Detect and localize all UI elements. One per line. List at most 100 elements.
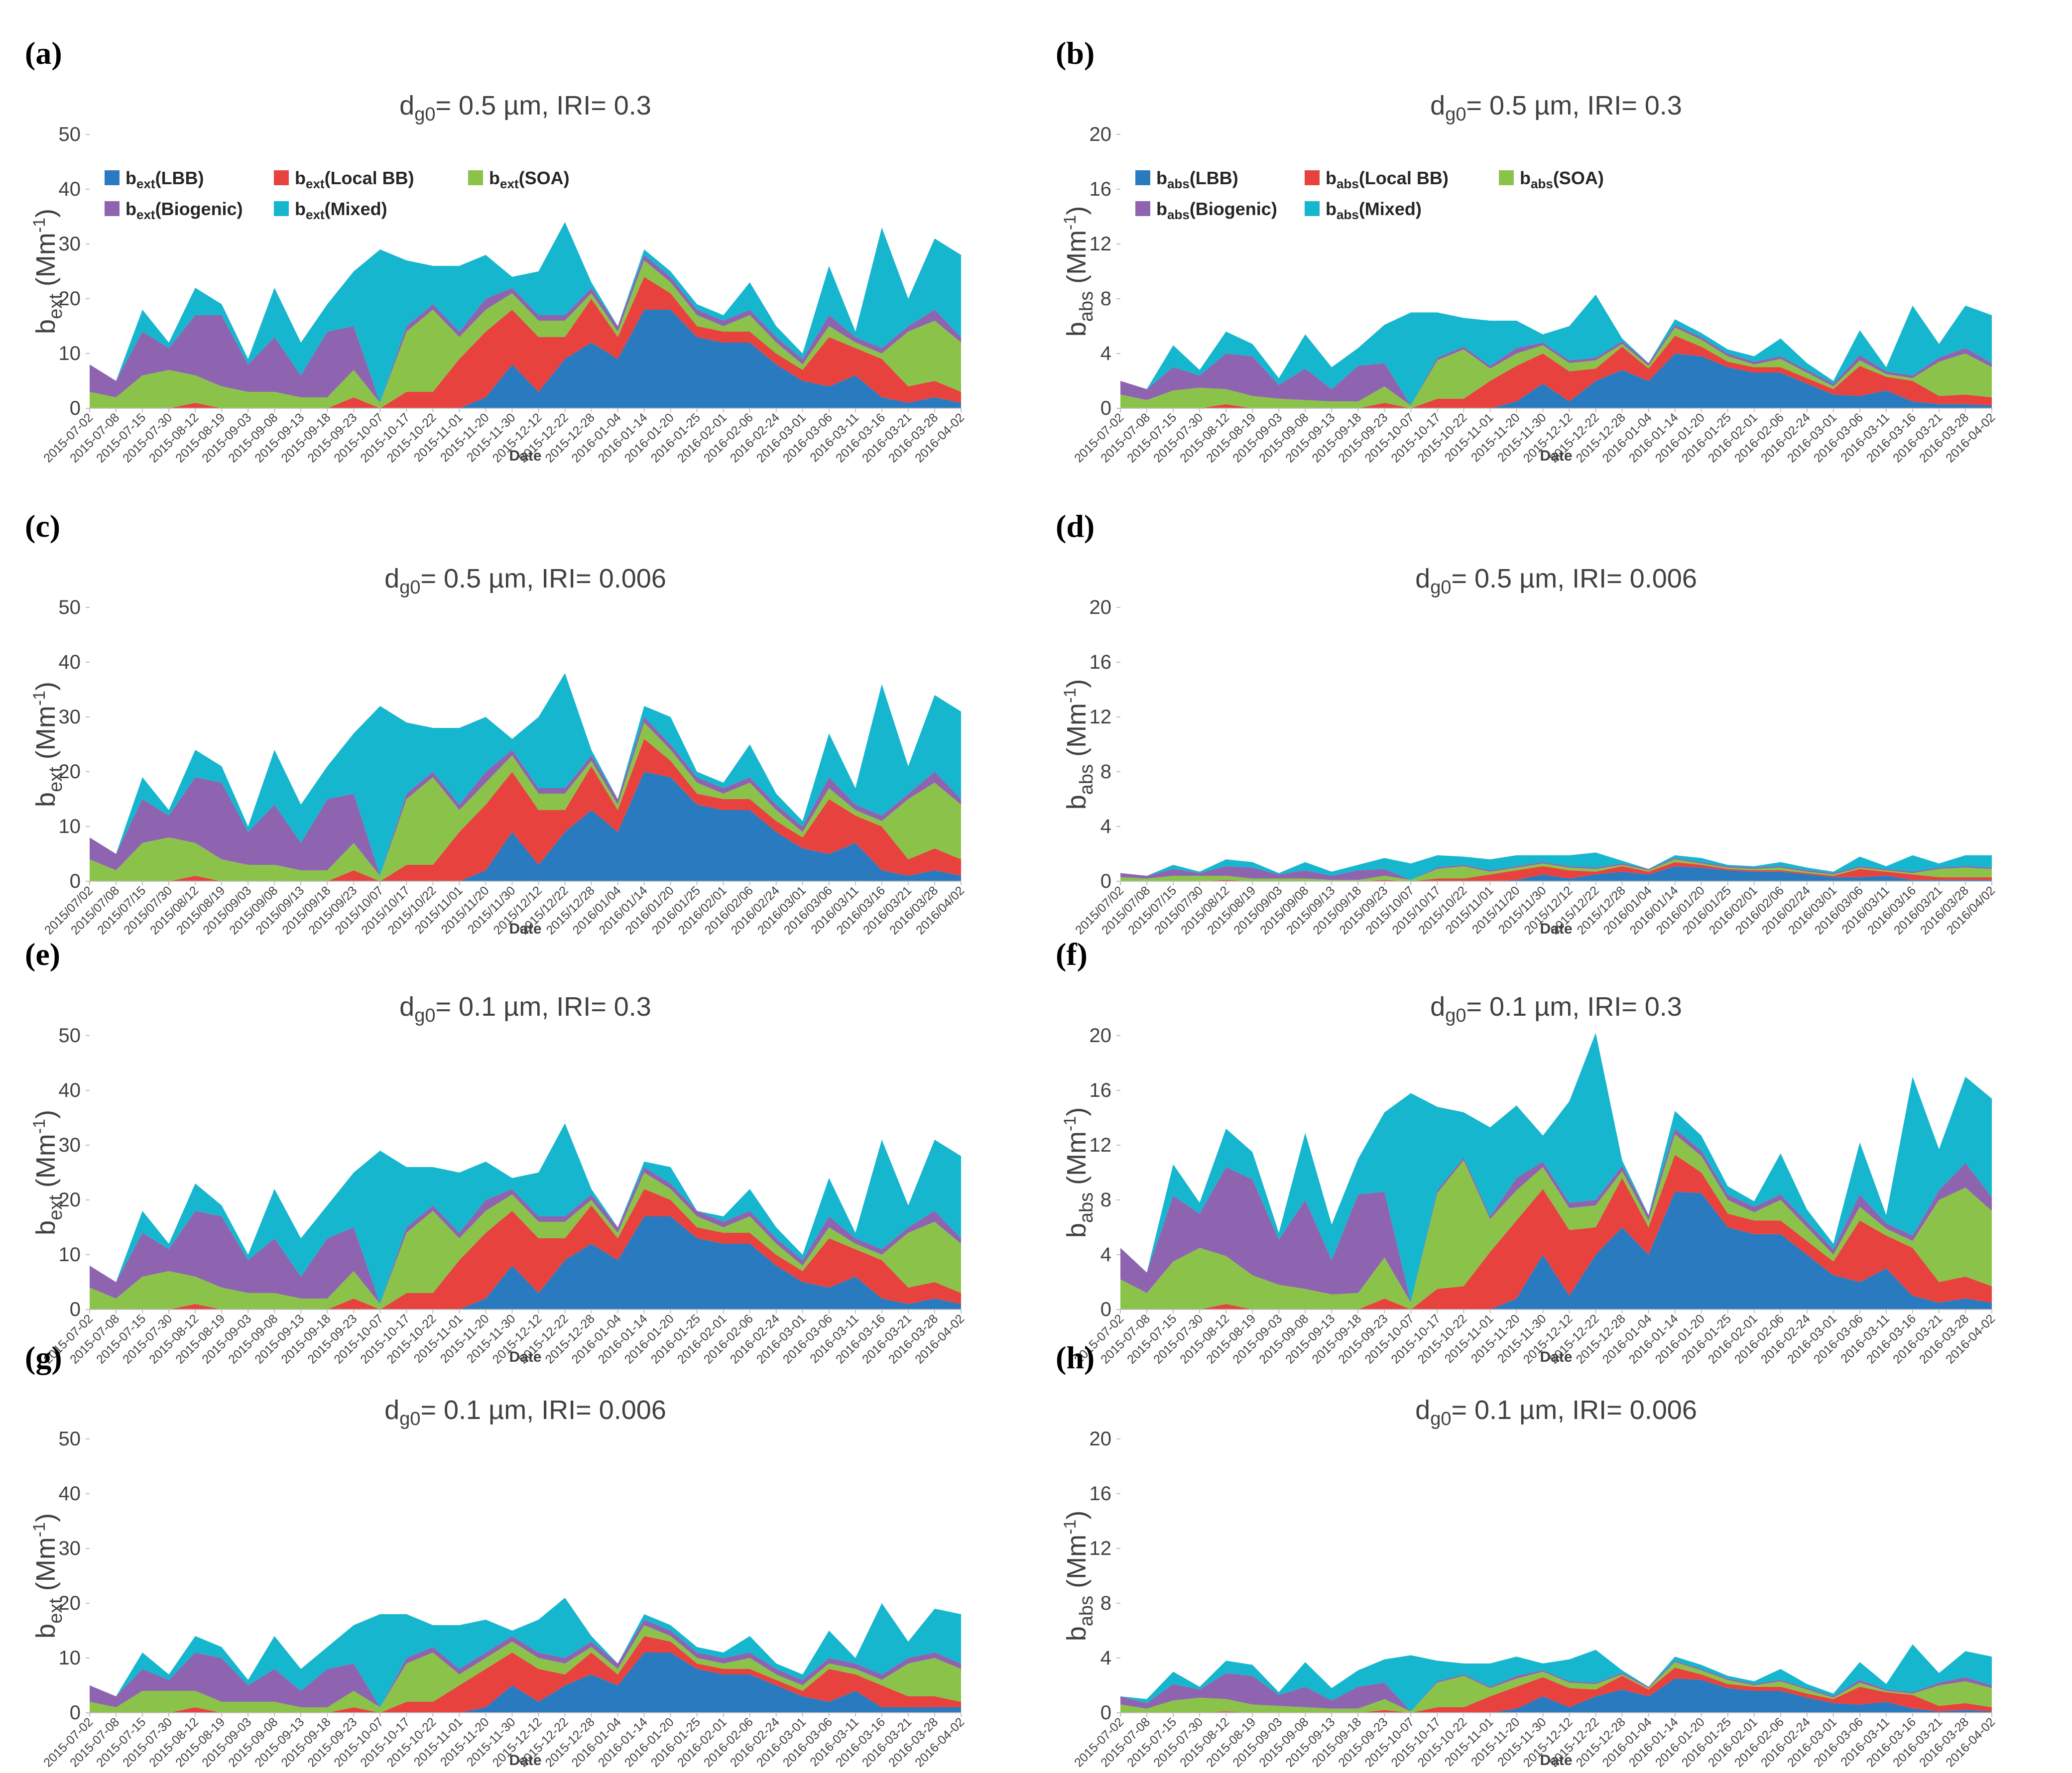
- y-tick-label: 20: [1090, 1025, 1112, 1047]
- area-biogenic: [1120, 1660, 1992, 1712]
- panel-label: (c): [25, 508, 61, 544]
- area-lbb: [90, 1653, 961, 1713]
- y-tick-label: 0: [70, 1299, 81, 1320]
- area-biogenic: [90, 255, 961, 403]
- y-tick-label: 0: [1100, 870, 1111, 892]
- panel-h: (h) dg0= 0.1 µm, IRI= 0.006 0 4 8 12 16 20 2015…: [1046, 1340, 2062, 1773]
- y-tick-label: 20: [1090, 123, 1112, 145]
- y-tick-label: 12: [1090, 706, 1112, 728]
- x-axis-label: Date: [509, 448, 541, 464]
- legend-label: bext(LBB): [125, 168, 204, 191]
- area-localbb: [1120, 1667, 1992, 1713]
- legend-label: bext(Biogenic): [125, 199, 243, 222]
- area-mixed: [90, 1598, 961, 1707]
- chart-title: dg0= 0.5 µm, IRI= 0.3: [1430, 91, 1682, 125]
- chart-title: dg0= 0.1 µm, IRI= 0.3: [399, 992, 651, 1026]
- area-soa: [1120, 327, 1992, 408]
- y-tick-label: 16: [1090, 1483, 1112, 1505]
- y-tick-label: 30: [59, 706, 81, 728]
- chart-h: dg0= 0.1 µm, IRI= 0.0060481216202015-07-…: [1061, 1395, 1998, 1770]
- y-tick-label: 50: [59, 596, 81, 618]
- area-lbb: [90, 772, 961, 881]
- y-tick-label: 30: [59, 1537, 81, 1559]
- area-mixed: [90, 222, 961, 403]
- panel-label: (a): [25, 35, 62, 71]
- chart-f: dg0= 0.1 µm, IRI= 0.30481216202015-07-02…: [1061, 992, 1998, 1367]
- area-biogenic: [90, 717, 961, 876]
- y-axis-label: bext (Mm-1): [30, 209, 66, 334]
- area-soa: [90, 260, 961, 408]
- legend-swatch: [274, 170, 289, 185]
- chart-g: dg0= 0.1 µm, IRI= 0.006010203040502015-0…: [30, 1395, 967, 1770]
- panel-label: (g): [25, 1340, 62, 1375]
- y-tick-label: 10: [59, 1647, 81, 1669]
- y-axis-label: babs (Mm-1): [1061, 1107, 1097, 1238]
- chart-title: dg0= 0.5 µm, IRI= 0.3: [399, 91, 651, 125]
- chart-title: dg0= 0.1 µm, IRI= 0.3: [1430, 992, 1682, 1026]
- chart-e: dg0= 0.1 µm, IRI= 0.3010203040502015-07-…: [30, 992, 967, 1367]
- y-tick-label: 4: [1100, 343, 1111, 364]
- x-axis-label: Date: [1540, 448, 1572, 464]
- area-mixed: [1120, 1033, 1992, 1303]
- y-tick-label: 12: [1090, 1134, 1112, 1156]
- area-biogenic: [90, 1167, 961, 1304]
- panel-g: (g) dg0= 0.1 µm, IRI= 0.006 0 10 20 30 40 50 20…: [15, 1340, 1031, 1773]
- y-tick-label: 20: [59, 288, 81, 310]
- y-tick-label: 10: [59, 343, 81, 364]
- area-lbb: [90, 310, 961, 408]
- area-lbb: [1120, 354, 1992, 408]
- y-tick-label: 30: [59, 233, 81, 255]
- y-tick-label: 20: [59, 761, 81, 783]
- area-soa: [90, 1173, 961, 1309]
- panel-label: (f): [1056, 937, 1088, 972]
- y-tick-label: 40: [59, 1483, 81, 1505]
- panel-c: (c) dg0= 0.5 µm, IRI= 0.006 0 10 20 30 40 50 20…: [15, 508, 1031, 941]
- chart-title: dg0= 0.5 µm, IRI= 0.006: [1415, 564, 1697, 598]
- y-tick-label: 0: [70, 397, 81, 419]
- chart-a: dg0= 0.5 µm, IRI= 0.3010203040502015-07-…: [30, 91, 967, 466]
- y-tick-label: 8: [1100, 1189, 1111, 1211]
- area-mixed: [90, 673, 961, 876]
- legend-swatch: [468, 170, 483, 185]
- area-biogenic: [1120, 1129, 1992, 1303]
- area-lbb: [1120, 866, 1992, 881]
- y-tick-label: 20: [59, 1189, 81, 1211]
- y-tick-label: 10: [59, 1244, 81, 1266]
- area-lbb: [90, 1216, 961, 1309]
- y-axis-label: bext (Mm-1): [30, 1513, 66, 1639]
- legend-swatch: [274, 201, 289, 216]
- y-tick-label: 40: [59, 651, 81, 673]
- area-mixed: [1120, 294, 1992, 406]
- y-tick-label: 16: [1090, 1079, 1112, 1101]
- x-axis-label: Date: [509, 921, 541, 937]
- legend-label: babs(Local BB): [1326, 168, 1449, 191]
- area-localbb: [90, 739, 961, 881]
- panel-f: (f) dg0= 0.1 µm, IRI= 0.3 0 4 8 12 16 20 2015-0…: [1046, 937, 2062, 1369]
- y-tick-label: 50: [59, 1025, 81, 1047]
- legend-swatch: [105, 170, 120, 185]
- panel-a: (a) dg0= 0.5 µm, IRI= 0.3 0 10 20 30 40 50 2015…: [15, 35, 1031, 468]
- panel-label: (d): [1056, 508, 1095, 544]
- legend-swatch: [1135, 201, 1150, 216]
- y-tick-label: 12: [1090, 233, 1112, 255]
- area-localbb: [90, 1636, 961, 1713]
- y-axis-label: bext (Mm-1): [30, 682, 66, 807]
- y-axis-label: babs (Mm-1): [1061, 206, 1097, 337]
- y-tick-label: 0: [70, 1702, 81, 1724]
- area-lbb: [1120, 1678, 1992, 1713]
- x-axis-label: Date: [1540, 1752, 1572, 1769]
- legend-label: bext(Local BB): [295, 168, 414, 191]
- y-axis-label: bext (Mm-1): [30, 1110, 66, 1235]
- panel-d: (d) dg0= 0.5 µm, IRI= 0.006 0 4 8 12 16 20 2015…: [1046, 508, 2062, 941]
- y-tick-label: 8: [1100, 1592, 1111, 1614]
- area-lbb: [1120, 1191, 1992, 1309]
- area-soa: [90, 722, 961, 881]
- y-tick-label: 0: [1100, 397, 1111, 419]
- area-localbb: [1120, 336, 1992, 408]
- panel-label: (e): [25, 937, 61, 972]
- y-tick-label: 30: [59, 1134, 81, 1156]
- y-tick-label: 16: [1090, 178, 1112, 200]
- area-mixed: [1120, 1644, 1992, 1712]
- legend-swatch: [1135, 170, 1150, 185]
- area-localbb: [90, 1189, 961, 1309]
